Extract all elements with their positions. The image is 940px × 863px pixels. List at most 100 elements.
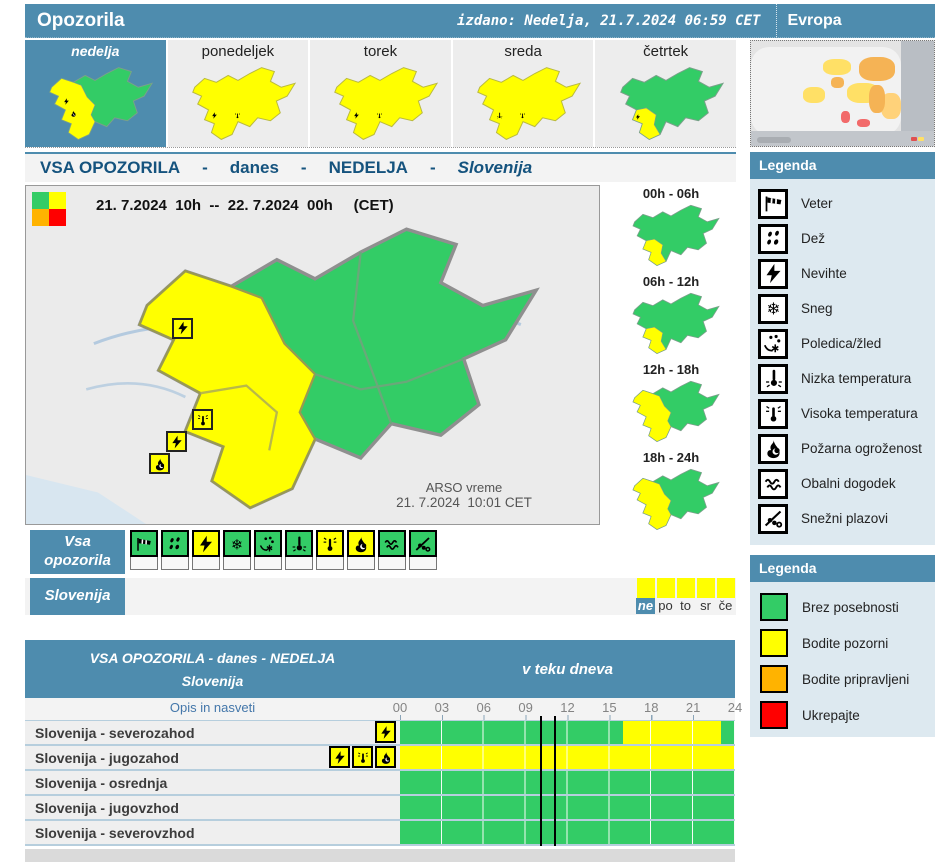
warning-cell-sub bbox=[378, 557, 406, 570]
hour-tick-label: 00 bbox=[392, 700, 408, 715]
map-validity-period: 21. 7.2024 10h -- 22. 7.2024 00h (CET) bbox=[96, 197, 394, 214]
week-day-mini-bars: ne po to sr če bbox=[635, 578, 735, 614]
region-label: Slovenija - jugozahod bbox=[25, 746, 400, 769]
tab-torek[interactable]: torek bbox=[310, 40, 451, 147]
level-item-red: Ukrepajte bbox=[750, 697, 935, 733]
warning-cell-sub bbox=[285, 557, 313, 570]
warning-cell-snezni-plazovi[interactable] bbox=[408, 530, 438, 570]
mini-day-sr[interactable]: sr bbox=[696, 578, 715, 614]
level-item-orange: Bodite pripravljeni bbox=[750, 661, 935, 697]
slovenia-map-thumb bbox=[179, 63, 297, 143]
slovenia-map-thumb bbox=[619, 378, 723, 444]
hour-axis: 00 03 06 09 12 15 18 21 24 bbox=[393, 698, 742, 721]
europe-warning-red bbox=[841, 111, 850, 123]
mini-day-to[interactable]: to bbox=[676, 578, 695, 614]
tab-cetrtek[interactable]: četrtek bbox=[595, 40, 736, 147]
slovenija-label-text: Slovenija bbox=[44, 587, 111, 605]
snezni-plazovi-icon bbox=[409, 530, 437, 557]
day-level-swatch bbox=[696, 578, 715, 598]
legend-item-label: Požarna ogroženost bbox=[801, 441, 922, 456]
warning-cell-obalni-dogodek[interactable] bbox=[377, 530, 407, 570]
level-label: Bodite pripravljeni bbox=[802, 671, 910, 687]
pozarna-ogrozenost-icon bbox=[347, 530, 375, 557]
nevihte-icon bbox=[758, 258, 788, 289]
top-header: Opozorila izdano: Nedelja, 21.7.2024 06:… bbox=[25, 4, 935, 38]
europe-map-legend-pill bbox=[757, 137, 791, 143]
slot-00-06[interactable]: 00h - 06h bbox=[602, 185, 740, 273]
region-timeline bbox=[400, 771, 735, 794]
warning-cell-veter[interactable] bbox=[129, 530, 159, 570]
snezni-plazovi-icon bbox=[758, 503, 788, 534]
table-subheader: Opis in nasveti 00 03 06 09 12 15 18 21 … bbox=[25, 698, 742, 721]
vsa-label-line1: Vsa bbox=[64, 533, 91, 551]
timeline-segment bbox=[623, 721, 722, 744]
day-tab-label: sreda bbox=[504, 43, 542, 60]
warning-cell-sub bbox=[316, 557, 344, 570]
slot-18-24[interactable]: 18h - 24h bbox=[602, 449, 740, 537]
warning-cell-visoka-temperatura[interactable] bbox=[315, 530, 345, 570]
warning-cell-poledica[interactable] bbox=[253, 530, 283, 570]
sneg-icon bbox=[758, 293, 788, 324]
level-label: Brez posebnosti bbox=[802, 599, 899, 615]
warning-type-cells bbox=[129, 530, 439, 574]
slovenia-warning-map[interactable]: 21. 7.2024 10h -- 22. 7.2024 00h (CET) A… bbox=[25, 185, 600, 525]
warning-cell-sub bbox=[409, 557, 437, 570]
warning-cell-nevihte[interactable] bbox=[191, 530, 221, 570]
region-name: Slovenija - severozahod bbox=[35, 724, 195, 741]
table-header: VSA OPOZORILA - danes - NEDELJA Slovenij… bbox=[25, 640, 735, 698]
level-label: Ukrepajte bbox=[802, 707, 860, 723]
region-label: Slovenija - severozahod bbox=[25, 721, 400, 744]
legend-warning-types: Legenda Veter Dež Nevihte Sneg Poledica/… bbox=[750, 152, 935, 545]
table-row: Slovenija - jugovzhod bbox=[25, 796, 735, 821]
legend-warning-levels: Legenda Brez posebnosti Bodite pozorni B… bbox=[750, 555, 935, 737]
timeline-segment bbox=[400, 746, 735, 769]
table-row: Slovenija - jugozahod bbox=[25, 746, 735, 771]
slot-06-12[interactable]: 06h - 12h bbox=[602, 273, 740, 361]
legend-item-label: Veter bbox=[801, 196, 833, 211]
visoka-temperatura-icon bbox=[758, 398, 788, 429]
tab-sreda[interactable]: sreda bbox=[452, 40, 594, 147]
tab-nedelja[interactable]: nedelja bbox=[25, 40, 166, 147]
vsa-label-line2: opozorila bbox=[44, 552, 111, 569]
sneg-icon bbox=[223, 530, 251, 557]
region-warning-icons bbox=[329, 746, 396, 768]
warning-cell-dez[interactable] bbox=[160, 530, 190, 570]
level-swatch-yellow bbox=[49, 192, 66, 209]
legend-item-label: Nizka temperatura bbox=[801, 371, 912, 386]
main-title: VSA OPOZORILA - danes - NEDELJA - Sloven… bbox=[25, 152, 736, 182]
arso-stamp-line2: 21. 7.2024 10:01 CET bbox=[396, 495, 532, 510]
europe-header-label[interactable]: Evropa bbox=[776, 4, 940, 37]
pozarna-ogrozenost-icon bbox=[149, 453, 171, 475]
warning-cell-pozarna-ogrozenost[interactable] bbox=[346, 530, 376, 570]
timeline-segment bbox=[400, 821, 735, 844]
table-row: Slovenija - severovzhod bbox=[25, 821, 735, 846]
mini-day-ce[interactable]: če bbox=[716, 578, 735, 614]
table-row: Slovenija - severozahod bbox=[25, 721, 735, 746]
level-swatch bbox=[760, 629, 788, 657]
day-abbr: to bbox=[680, 598, 691, 613]
nevihte-icon bbox=[329, 746, 350, 768]
region-name: Slovenija - jugovzhod bbox=[35, 799, 179, 816]
current-time-marker bbox=[539, 716, 542, 846]
day-level-swatch bbox=[636, 578, 655, 598]
europe-map[interactable] bbox=[750, 40, 935, 147]
europe-map-legend-dot bbox=[911, 137, 917, 141]
legend-item-label: Dež bbox=[801, 231, 826, 246]
day-tab-label: ponedeljek bbox=[201, 43, 275, 60]
tab-ponedeljek[interactable]: ponedeljek bbox=[167, 40, 309, 147]
region-label: Slovenija - osrednja bbox=[25, 771, 400, 794]
warning-cell-sub bbox=[192, 557, 220, 570]
slovenija-label: Slovenija bbox=[30, 578, 125, 615]
warning-cell-nizka-temperatura[interactable] bbox=[284, 530, 314, 570]
region-label: Slovenija - severovzhod bbox=[25, 821, 400, 844]
warning-cell-sneg[interactable] bbox=[222, 530, 252, 570]
day-abbr: ne bbox=[636, 598, 655, 614]
slot-12-18[interactable]: 12h - 18h bbox=[602, 361, 740, 449]
legend-item-label: Poledica/žled bbox=[801, 336, 882, 351]
slovenia-map-thumb bbox=[619, 466, 723, 532]
warning-cell-sub bbox=[254, 557, 282, 570]
mini-day-ne[interactable]: ne bbox=[636, 578, 655, 614]
mini-day-po[interactable]: po bbox=[656, 578, 675, 614]
day-abbr: sr bbox=[700, 598, 711, 613]
legend-title: Legenda bbox=[750, 152, 935, 179]
